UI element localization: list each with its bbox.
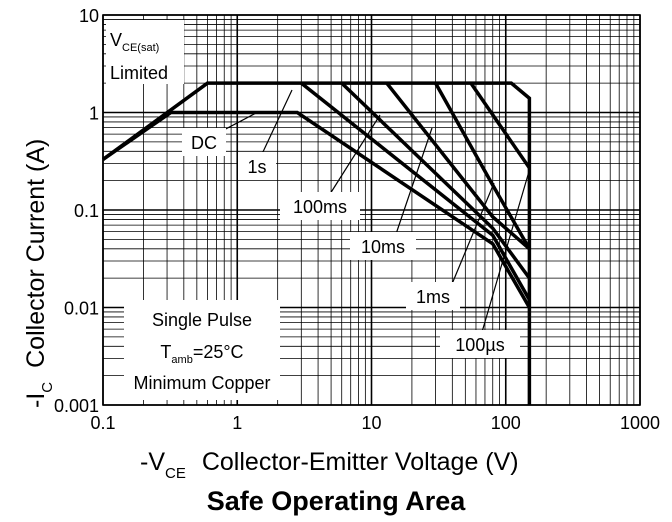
y-label-rest: Collector Current (A) — [22, 139, 50, 368]
annotation: 10ms — [361, 237, 405, 257]
label-box — [106, 20, 184, 84]
annotation-text: 100ms — [293, 197, 347, 217]
annotation: Limited — [110, 63, 168, 83]
annotation-text: 10ms — [361, 237, 405, 257]
leader-line — [219, 111, 259, 133]
label-box — [440, 330, 520, 358]
annotation: Single Pulse — [152, 310, 252, 330]
x-tick-label: 10 — [361, 413, 381, 433]
series-line — [101, 81, 532, 405]
y-tick-label: 1 — [89, 104, 99, 124]
annotation-text: Limited — [110, 63, 168, 83]
series-line — [340, 81, 531, 280]
x-tick-label: 100 — [491, 413, 521, 433]
y-tick-label: 0.001 — [54, 396, 99, 416]
x-label-sub: CE — [165, 465, 186, 482]
annotation-text: Minimum Copper — [133, 373, 270, 393]
chart-title: Safe Operating Area — [207, 486, 467, 516]
label-box — [238, 152, 276, 180]
x-label-main: -V — [140, 448, 165, 476]
series-line — [300, 81, 531, 301]
y-label-sub: C — [39, 382, 56, 393]
label-box — [406, 282, 460, 310]
x-tick-label: 1000 — [620, 413, 660, 433]
leader-line — [481, 167, 531, 333]
series-line — [469, 82, 531, 169]
annotation-rest: =25°C — [193, 342, 244, 362]
annotation-text: V — [110, 30, 122, 50]
y-tick-label: 0.1 — [74, 201, 99, 221]
y-tick-label: 0.01 — [64, 299, 99, 319]
annotation: Minimum Copper — [133, 373, 270, 393]
annotation: 1s — [247, 157, 266, 177]
annotation-text: T — [160, 342, 171, 362]
annotation: 100µs — [455, 335, 504, 355]
y-tick-label: 10 — [79, 6, 99, 26]
label-box — [280, 192, 360, 220]
annotation: Tamb=25°C — [160, 342, 243, 366]
label-box — [350, 232, 416, 260]
y-axis-label: -IC Collector Current (A) — [22, 139, 56, 408]
annotation: 100ms — [293, 197, 347, 217]
annotation-text: Single Pulse — [152, 310, 252, 330]
annotation-text: 100µs — [455, 335, 504, 355]
x-tick-label: 0.1 — [90, 413, 115, 433]
leader-line — [395, 127, 433, 235]
annotation-sub: amb — [171, 354, 192, 366]
x-label-rest: Collector-Emitter Voltage (V) — [202, 448, 519, 476]
label-box — [124, 300, 280, 400]
plot-frame — [102, 14, 641, 406]
leader-line — [261, 89, 293, 155]
annotation-text: 1ms — [416, 287, 450, 307]
y-label-main: -I — [22, 393, 50, 408]
leader-line — [329, 114, 381, 195]
annotation-sub: CE(sat) — [122, 42, 159, 54]
label-box — [182, 128, 226, 156]
annotation: DC — [191, 133, 217, 153]
leader-line — [451, 182, 495, 285]
annotation-text: 1s — [247, 157, 266, 177]
annotation: VCE(sat) — [110, 30, 159, 54]
x-tick-label: 1 — [232, 413, 242, 433]
x-axis-label: -VCE Collector-Emitter Voltage (V) — [140, 448, 519, 482]
annotation-text: DC — [191, 133, 217, 153]
series-line — [385, 82, 531, 251]
annotation: 1ms — [416, 287, 450, 307]
series-line — [102, 110, 531, 309]
